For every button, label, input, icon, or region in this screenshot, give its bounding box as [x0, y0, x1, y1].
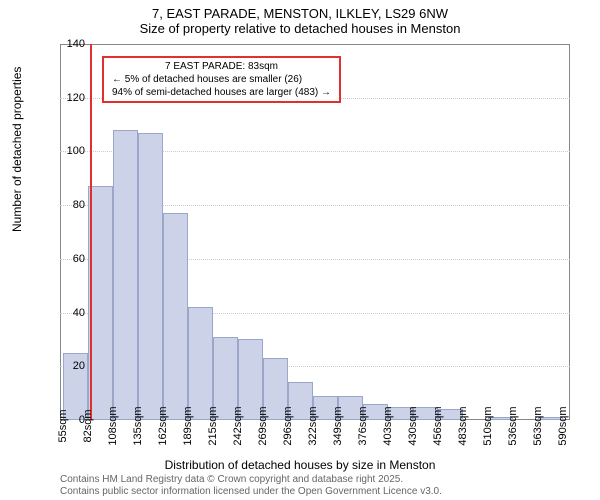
- x-axis-label: Distribution of detached houses by size …: [0, 458, 600, 472]
- x-tick-label: 55sqm: [57, 409, 69, 442]
- x-tick-label: 376sqm: [357, 406, 369, 445]
- x-tick-label: 135sqm: [132, 406, 144, 445]
- x-tick-label: 269sqm: [257, 406, 269, 445]
- histogram-bar: [113, 130, 138, 420]
- x-tick-label: 563sqm: [532, 406, 544, 445]
- annotation-line-larger: 94% of semi-detached houses are larger (…: [112, 86, 331, 99]
- marker-line: [90, 44, 92, 420]
- y-tick-label: 140: [45, 38, 85, 50]
- attribution-text: Contains HM Land Registry data © Crown c…: [60, 474, 442, 498]
- attribution-line2: Contains public sector information licen…: [60, 486, 442, 498]
- histogram-bar: [188, 307, 213, 420]
- x-tick-label: 162sqm: [157, 406, 169, 445]
- chart-title-main: 7, EAST PARADE, MENSTON, ILKLEY, LS29 6N…: [0, 0, 600, 21]
- x-tick-label: 536sqm: [507, 406, 519, 445]
- chart-plot-area: 7 EAST PARADE: 83sqm ← 5% of detached ho…: [60, 44, 570, 420]
- x-tick-label: 403sqm: [382, 406, 394, 445]
- histogram-bar: [163, 213, 188, 420]
- y-tick-label: 100: [45, 145, 85, 157]
- chart-container: 7, EAST PARADE, MENSTON, ILKLEY, LS29 6N…: [0, 0, 600, 500]
- x-tick-label: 456sqm: [432, 406, 444, 445]
- x-tick-label: 242sqm: [232, 406, 244, 445]
- x-tick-label: 108sqm: [107, 406, 119, 445]
- annotation-title: 7 EAST PARADE: 83sqm: [112, 60, 331, 73]
- x-tick-label: 483sqm: [457, 406, 469, 445]
- x-tick-label: 82sqm: [82, 409, 94, 442]
- x-tick-label: 189sqm: [182, 406, 194, 445]
- y-tick-label: 20: [45, 360, 85, 372]
- x-tick-label: 590sqm: [557, 406, 569, 445]
- y-axis-label: Number of detached properties: [10, 67, 24, 232]
- annotation-line-smaller: ← 5% of detached houses are smaller (26): [112, 73, 331, 86]
- y-tick-label: 60: [45, 253, 85, 265]
- x-tick-label: 322sqm: [307, 406, 319, 445]
- y-tick-label: 40: [45, 307, 85, 319]
- x-tick-label: 349sqm: [332, 406, 344, 445]
- x-tick-label: 430sqm: [407, 406, 419, 445]
- x-tick-label: 296sqm: [282, 406, 294, 445]
- y-tick-label: 80: [45, 199, 85, 211]
- annotation-box: 7 EAST PARADE: 83sqm ← 5% of detached ho…: [102, 56, 341, 103]
- x-tick-label: 510sqm: [482, 406, 494, 445]
- chart-title-sub: Size of property relative to detached ho…: [0, 21, 600, 40]
- y-tick-label: 120: [45, 92, 85, 104]
- histogram-bar: [138, 133, 163, 420]
- attribution-line1: Contains HM Land Registry data © Crown c…: [60, 474, 442, 486]
- x-tick-label: 215sqm: [207, 406, 219, 445]
